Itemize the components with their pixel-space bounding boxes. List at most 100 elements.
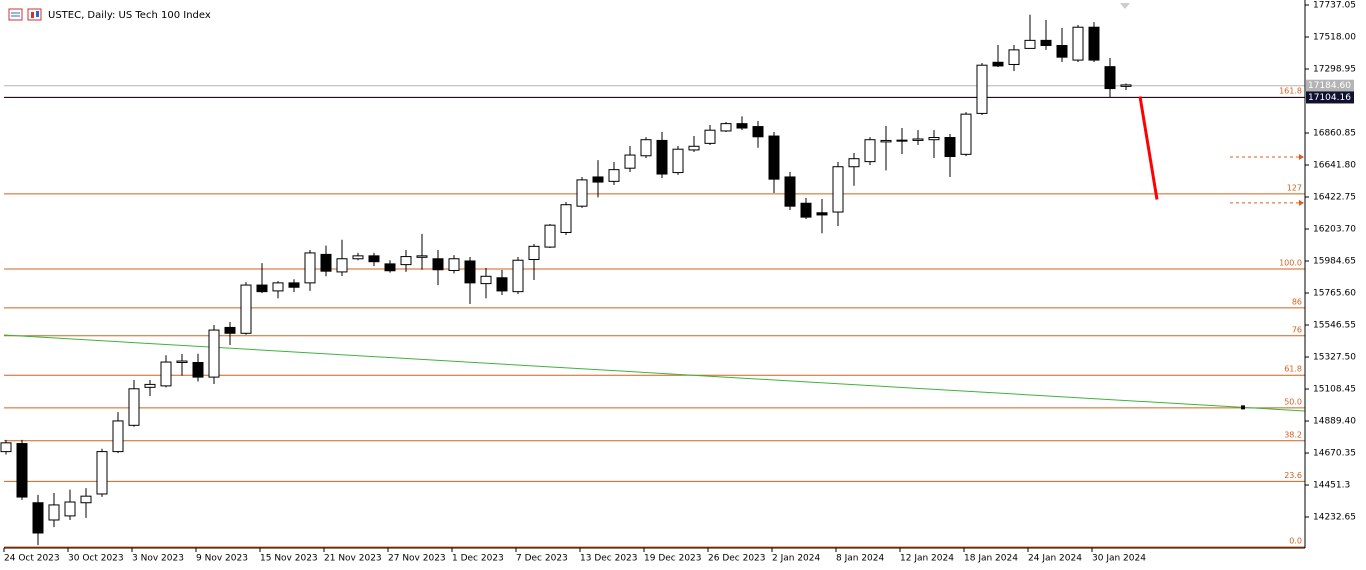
- y-tick-label: 16860.85: [1313, 129, 1356, 139]
- x-tick-label: 30 Oct 2023: [68, 554, 124, 564]
- candle-body: [864, 139, 876, 163]
- candle-body: [528, 245, 540, 261]
- candle-body: [1088, 26, 1100, 61]
- candle-body: [640, 139, 652, 157]
- candle-body: [944, 137, 956, 158]
- y-tick-label: 14670.35: [1313, 449, 1356, 459]
- candle-body: [320, 253, 332, 272]
- x-tick-label: 24 Jan 2024: [1028, 554, 1082, 564]
- x-tick-label: 19 Dec 2023: [644, 554, 702, 564]
- candle-body: [576, 179, 588, 207]
- candle-body: [656, 139, 668, 175]
- x-tick-label: 2 Jan 2024: [772, 554, 820, 564]
- candle-body: [176, 360, 188, 363]
- candle-body: [1040, 39, 1052, 46]
- candle-body: [352, 255, 364, 260]
- candle-body: [368, 255, 380, 263]
- y-tick-label: 14232.65: [1313, 512, 1356, 522]
- price-label-box: [1306, 91, 1354, 104]
- fib-label: 76: [1292, 325, 1302, 334]
- candle-body: [912, 138, 924, 141]
- candle-body: [112, 420, 124, 453]
- y-tick-label: 16641.80: [1313, 161, 1356, 171]
- x-tick-label: 26 Dec 2023: [708, 554, 766, 564]
- candle-body: [400, 256, 412, 266]
- candle-body: [448, 258, 460, 271]
- candle-body: [848, 158, 860, 168]
- candle-body: [480, 275, 492, 285]
- candle-body: [688, 145, 700, 151]
- candle-body: [1056, 44, 1068, 58]
- price-label-box: [1306, 79, 1354, 92]
- fib-label: 100.0: [1279, 258, 1302, 267]
- candle-body: [160, 361, 172, 387]
- candle-body: [896, 139, 908, 142]
- candle-body: [880, 139, 892, 143]
- candle-body: [288, 282, 300, 288]
- target-arrow: [1299, 153, 1304, 160]
- icon: [36, 11, 39, 17]
- candle-body: [960, 113, 972, 155]
- candle-body: [144, 383, 156, 388]
- candle-body: [752, 126, 764, 138]
- x-tick-label: 8 Jan 2024: [836, 554, 884, 564]
- candle-body: [800, 202, 812, 218]
- y-tick-label: 14889.40: [1313, 417, 1356, 427]
- candle-body: [1024, 39, 1036, 49]
- fib-label: 61.8: [1284, 365, 1302, 374]
- candle-body: [992, 61, 1004, 67]
- y-tick-label: 16422.75: [1313, 193, 1356, 203]
- fib-label: 0.0: [1289, 537, 1302, 546]
- y-tick-label: 17737.05: [1313, 1, 1356, 11]
- candle-body: [1104, 66, 1116, 90]
- candle-body: [560, 204, 572, 233]
- candle-body: [608, 169, 620, 182]
- candle-body: [1008, 49, 1020, 65]
- chart-title: USTEC, Daily: US Tech 100 Index: [48, 10, 211, 21]
- y-tick-label: 15984.65: [1313, 257, 1356, 267]
- candle-body: [464, 260, 476, 284]
- y-tick-label: 16203.70: [1313, 225, 1356, 235]
- x-tick-label: 21 Nov 2023: [324, 554, 382, 564]
- x-tick-label: 7 Dec 2023: [516, 554, 568, 564]
- fib-label: 38.2: [1284, 430, 1302, 439]
- x-tick-label: 15 Nov 2023: [260, 554, 318, 564]
- price-label: 17104.16: [1308, 93, 1351, 103]
- candle-body: [704, 129, 716, 144]
- candle-body: [832, 166, 844, 213]
- y-tick-label: 15546.55: [1313, 321, 1356, 331]
- fib-label: 127: [1287, 183, 1302, 192]
- y-tick-label: 15765.60: [1313, 289, 1356, 299]
- candle-body: [720, 123, 732, 132]
- x-tick-label: 13 Dec 2023: [580, 554, 638, 564]
- title-icons: [8, 8, 42, 21]
- fib-label: 161.8: [1279, 87, 1302, 96]
- candle-body: [512, 259, 524, 293]
- candle-body: [224, 326, 236, 334]
- candle-body: [192, 361, 204, 378]
- fib-label: 50.0: [1284, 397, 1302, 406]
- candle-body: [304, 252, 316, 284]
- x-tick-label: 27 Nov 2023: [388, 554, 446, 564]
- price-label: 17184.60: [1308, 81, 1351, 91]
- candle-body: [240, 284, 252, 334]
- candle-body: [768, 135, 780, 180]
- icon: [8, 8, 23, 21]
- candle-body: [928, 137, 940, 141]
- candle-body: [736, 123, 748, 129]
- y-tick-label: 14451.3: [1313, 481, 1350, 491]
- candle-body: [128, 388, 140, 426]
- candle-body: [208, 329, 220, 378]
- y-tick-label: 15108.45: [1313, 385, 1356, 395]
- x-tick-label: 3 Nov 2023: [132, 554, 184, 564]
- candle-body: [1072, 26, 1084, 61]
- candle-body: [976, 64, 988, 114]
- icon: [27, 8, 42, 21]
- candle-body: [416, 255, 428, 258]
- candle-body: [672, 148, 684, 174]
- y-tick-label: 17518.00: [1313, 33, 1356, 43]
- candle-body: [32, 502, 44, 534]
- target-arrow: [1299, 199, 1304, 206]
- y-tick-label: 15327.50: [1313, 353, 1356, 363]
